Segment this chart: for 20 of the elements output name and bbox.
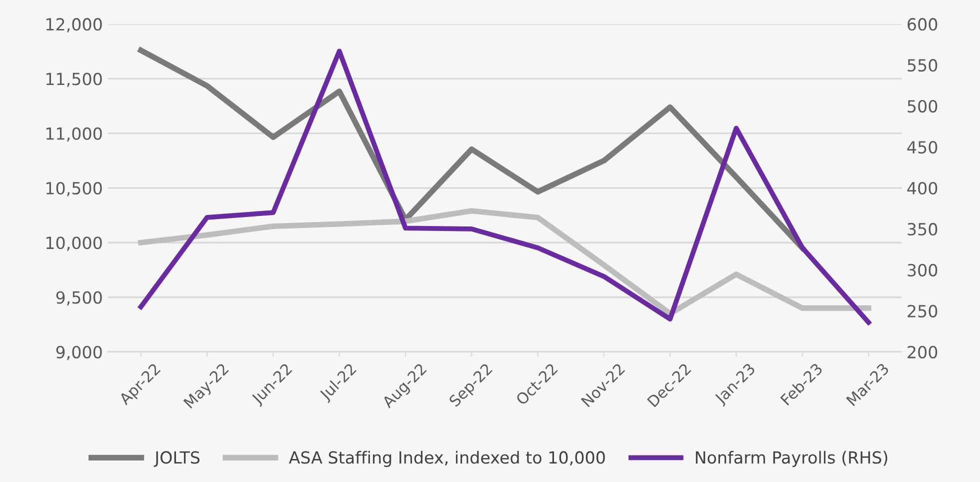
- y2-tick-label: 250: [908, 304, 938, 318]
- y-tick-label: 9,000: [56, 346, 102, 360]
- y-tick-label: 9,500: [56, 291, 102, 306]
- y-tick-label: 12,000: [46, 18, 102, 32]
- y2-tick-label: 400: [907, 182, 938, 195]
- line-series: [138, 48, 871, 325]
- legend-label: Nonfarm Payrolls (RHS): [696, 450, 888, 467]
- y2-tick-label: 600: [908, 18, 938, 31]
- y2-tick-label: 500: [908, 100, 938, 113]
- legend-label: JOLTS: [154, 451, 200, 467]
- y2-tick-label: 450: [907, 140, 938, 154]
- y2-tick-label: 200: [908, 346, 938, 358]
- y-tick-label: 11,500: [46, 72, 102, 87]
- y-tick-label: 10,000: [46, 236, 102, 251]
- legend-label: ASA Staffing Index, indexed to 10,000: [288, 450, 605, 467]
- y-tick-label: 11,000: [46, 127, 102, 142]
- y2-tick-label: 350: [908, 222, 938, 236]
- y-tick-label: 10,500: [46, 182, 102, 196]
- y2-tick-label: 300: [908, 264, 938, 276]
- y2-tick-label: 550: [908, 59, 938, 72]
